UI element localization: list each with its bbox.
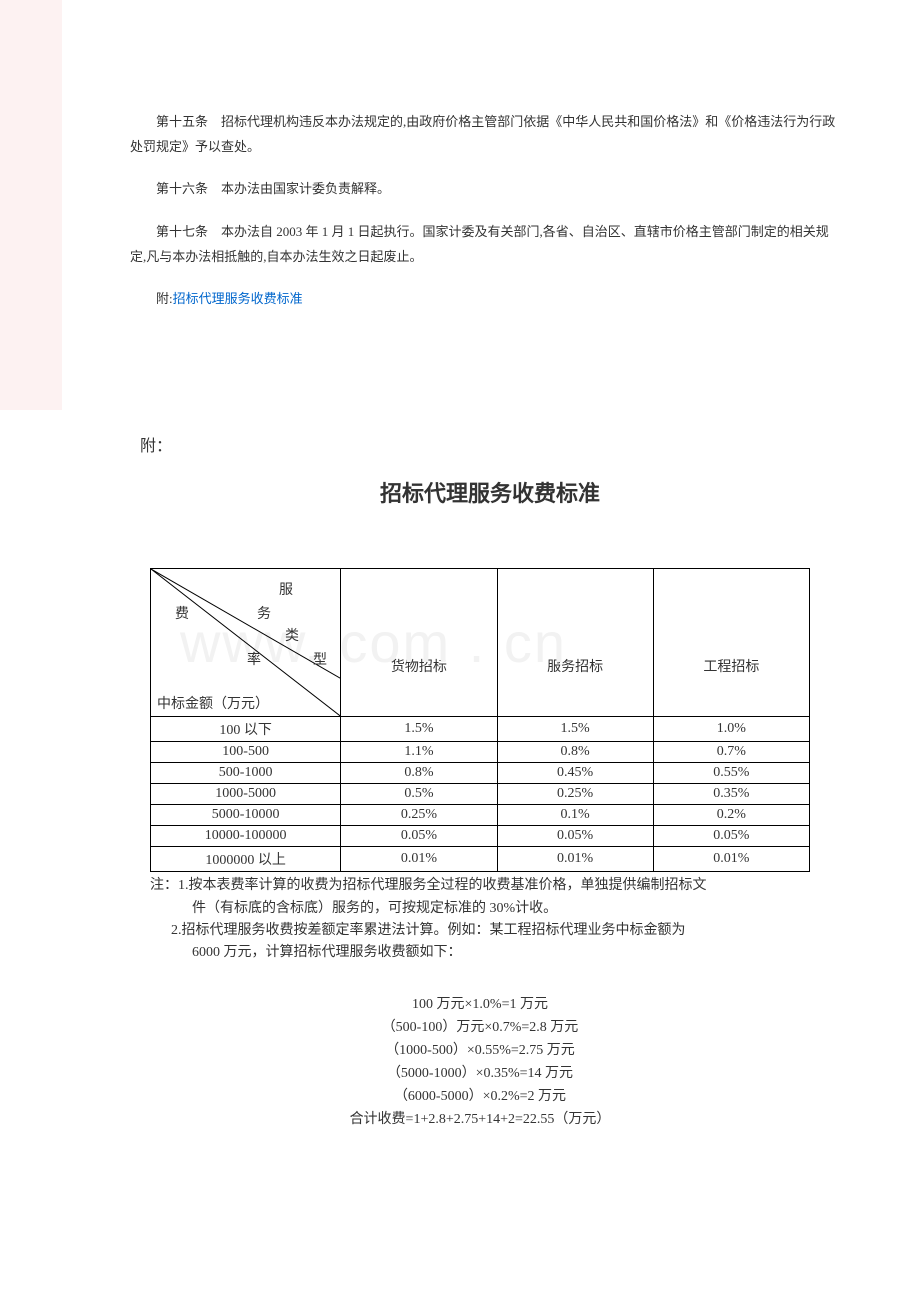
- cell: 0.35%: [653, 784, 809, 805]
- cell: 0.05%: [497, 826, 653, 847]
- diag-service: 服: [279, 579, 293, 599]
- diag-xing: 型: [313, 649, 327, 669]
- cell: 0.05%: [341, 826, 497, 847]
- cell: 1.5%: [341, 717, 497, 742]
- row-label: 1000-5000: [151, 784, 341, 805]
- row-label: 5000-10000: [151, 805, 341, 826]
- cell: 1.0%: [653, 717, 809, 742]
- row-label: 500-1000: [151, 763, 341, 784]
- table-row: 1000-5000 0.5% 0.25% 0.35%: [151, 784, 810, 805]
- cell: 0.55%: [653, 763, 809, 784]
- row-label: 10000-100000: [151, 826, 341, 847]
- calc-line: （500-100）万元×0.7%=2.8 万元: [150, 1016, 810, 1039]
- note-1b: 件（有标底的含标底）服务的，可按规定标准的 30%计收。: [150, 898, 810, 920]
- cell: 0.7%: [653, 742, 809, 763]
- attachment-block: 附： 招标代理服务收费标准 www. com . cn 服 费 务 类 率 型 …: [130, 432, 840, 1131]
- cell: 0.01%: [341, 847, 497, 872]
- note-1: 注：1.按本表费率计算的收费为招标代理服务全过程的收费基准价格，单独提供编制招标…: [150, 875, 810, 897]
- calc-line: （5000-1000）×0.35%=14 万元: [150, 1062, 810, 1085]
- table-row: 100 以下 1.5% 1.5% 1.0%: [151, 717, 810, 742]
- col-header-project: 工程招标: [653, 569, 809, 717]
- row-label: 1000000 以上: [151, 847, 341, 872]
- cell: 0.05%: [653, 826, 809, 847]
- note-2b: 6000 万元，计算招标代理服务收费额如下：: [150, 942, 810, 964]
- calc-line: （1000-500）×0.55%=2.75 万元: [150, 1039, 810, 1062]
- calculation-block: 100 万元×1.0%=1 万元 （500-100）万元×0.7%=2.8 万元…: [150, 993, 810, 1132]
- attach-label: 附：: [140, 432, 840, 456]
- cell: 0.01%: [497, 847, 653, 872]
- cell: 0.5%: [341, 784, 497, 805]
- cell: 1.1%: [341, 742, 497, 763]
- article-17: 第十七条 本办法自 2003 年 1 月 1 日起执行。国家计委及有关部门,各省…: [130, 220, 840, 269]
- cell: 0.8%: [341, 763, 497, 784]
- document-content: 第十五条 招标代理机构违反本办法规定的,由政府价格主管部门依据《中华人民共和国价…: [0, 0, 920, 1131]
- calc-line: （6000-5000）×0.2%=2 万元: [150, 1085, 810, 1108]
- row-label: 100-500: [151, 742, 341, 763]
- diag-wu: 务: [257, 603, 271, 623]
- calc-line: 100 万元×1.0%=1 万元: [150, 993, 810, 1016]
- diag-type: 类: [285, 625, 299, 645]
- table-row: 5000-10000 0.25% 0.1% 0.2%: [151, 805, 810, 826]
- article-15: 第十五条 招标代理机构违反本办法规定的,由政府价格主管部门依据《中华人民共和国价…: [130, 110, 840, 159]
- cell: 0.1%: [497, 805, 653, 826]
- attachment-title: 招标代理服务收费标准: [140, 476, 840, 508]
- diag-amount: 中标金额（万元）: [157, 693, 269, 713]
- table-row: 1000000 以上 0.01% 0.01% 0.01%: [151, 847, 810, 872]
- attach-link[interactable]: 招标代理服务收费标准: [173, 291, 303, 306]
- cell: 0.8%: [497, 742, 653, 763]
- attach-prefix: 附:: [156, 291, 173, 306]
- table-row: 100-500 1.1% 0.8% 0.7%: [151, 742, 810, 763]
- article-16: 第十六条 本办法由国家计委负责解释。: [130, 177, 840, 202]
- note-2: 2.招标代理服务收费按差额定率累进法计算。例如：某工程招标代理业务中标金额为: [150, 920, 810, 942]
- table-header-row: 服 费 务 类 率 型 中标金额（万元） 货物招标 服务招标 工程招标: [151, 569, 810, 717]
- cell: 0.45%: [497, 763, 653, 784]
- attachment-link-line: 附:招标代理服务收费标准: [130, 287, 840, 312]
- row-label: 100 以下: [151, 717, 341, 742]
- diag-rate: 率: [247, 649, 261, 669]
- col-header-service: 服务招标: [497, 569, 653, 717]
- rate-table: 服 费 务 类 率 型 中标金额（万元） 货物招标 服务招标 工程招标 100 …: [150, 568, 810, 872]
- cell: 0.25%: [341, 805, 497, 826]
- diag-fee: 费: [175, 603, 189, 623]
- table-row: 500-1000 0.8% 0.45% 0.55%: [151, 763, 810, 784]
- cell: 1.5%: [497, 717, 653, 742]
- notes-block: 注：1.按本表费率计算的收费为招标代理服务全过程的收费基准价格，单独提供编制招标…: [150, 875, 810, 965]
- col-header-goods: 货物招标: [341, 569, 497, 717]
- cell: 0.01%: [653, 847, 809, 872]
- calc-line: 合计收费=1+2.8+2.75+14+2=22.55（万元）: [150, 1108, 810, 1131]
- table-row: 10000-100000 0.05% 0.05% 0.05%: [151, 826, 810, 847]
- cell: 0.25%: [497, 784, 653, 805]
- diagonal-header-cell: 服 费 务 类 率 型 中标金额（万元）: [151, 569, 341, 717]
- cell: 0.2%: [653, 805, 809, 826]
